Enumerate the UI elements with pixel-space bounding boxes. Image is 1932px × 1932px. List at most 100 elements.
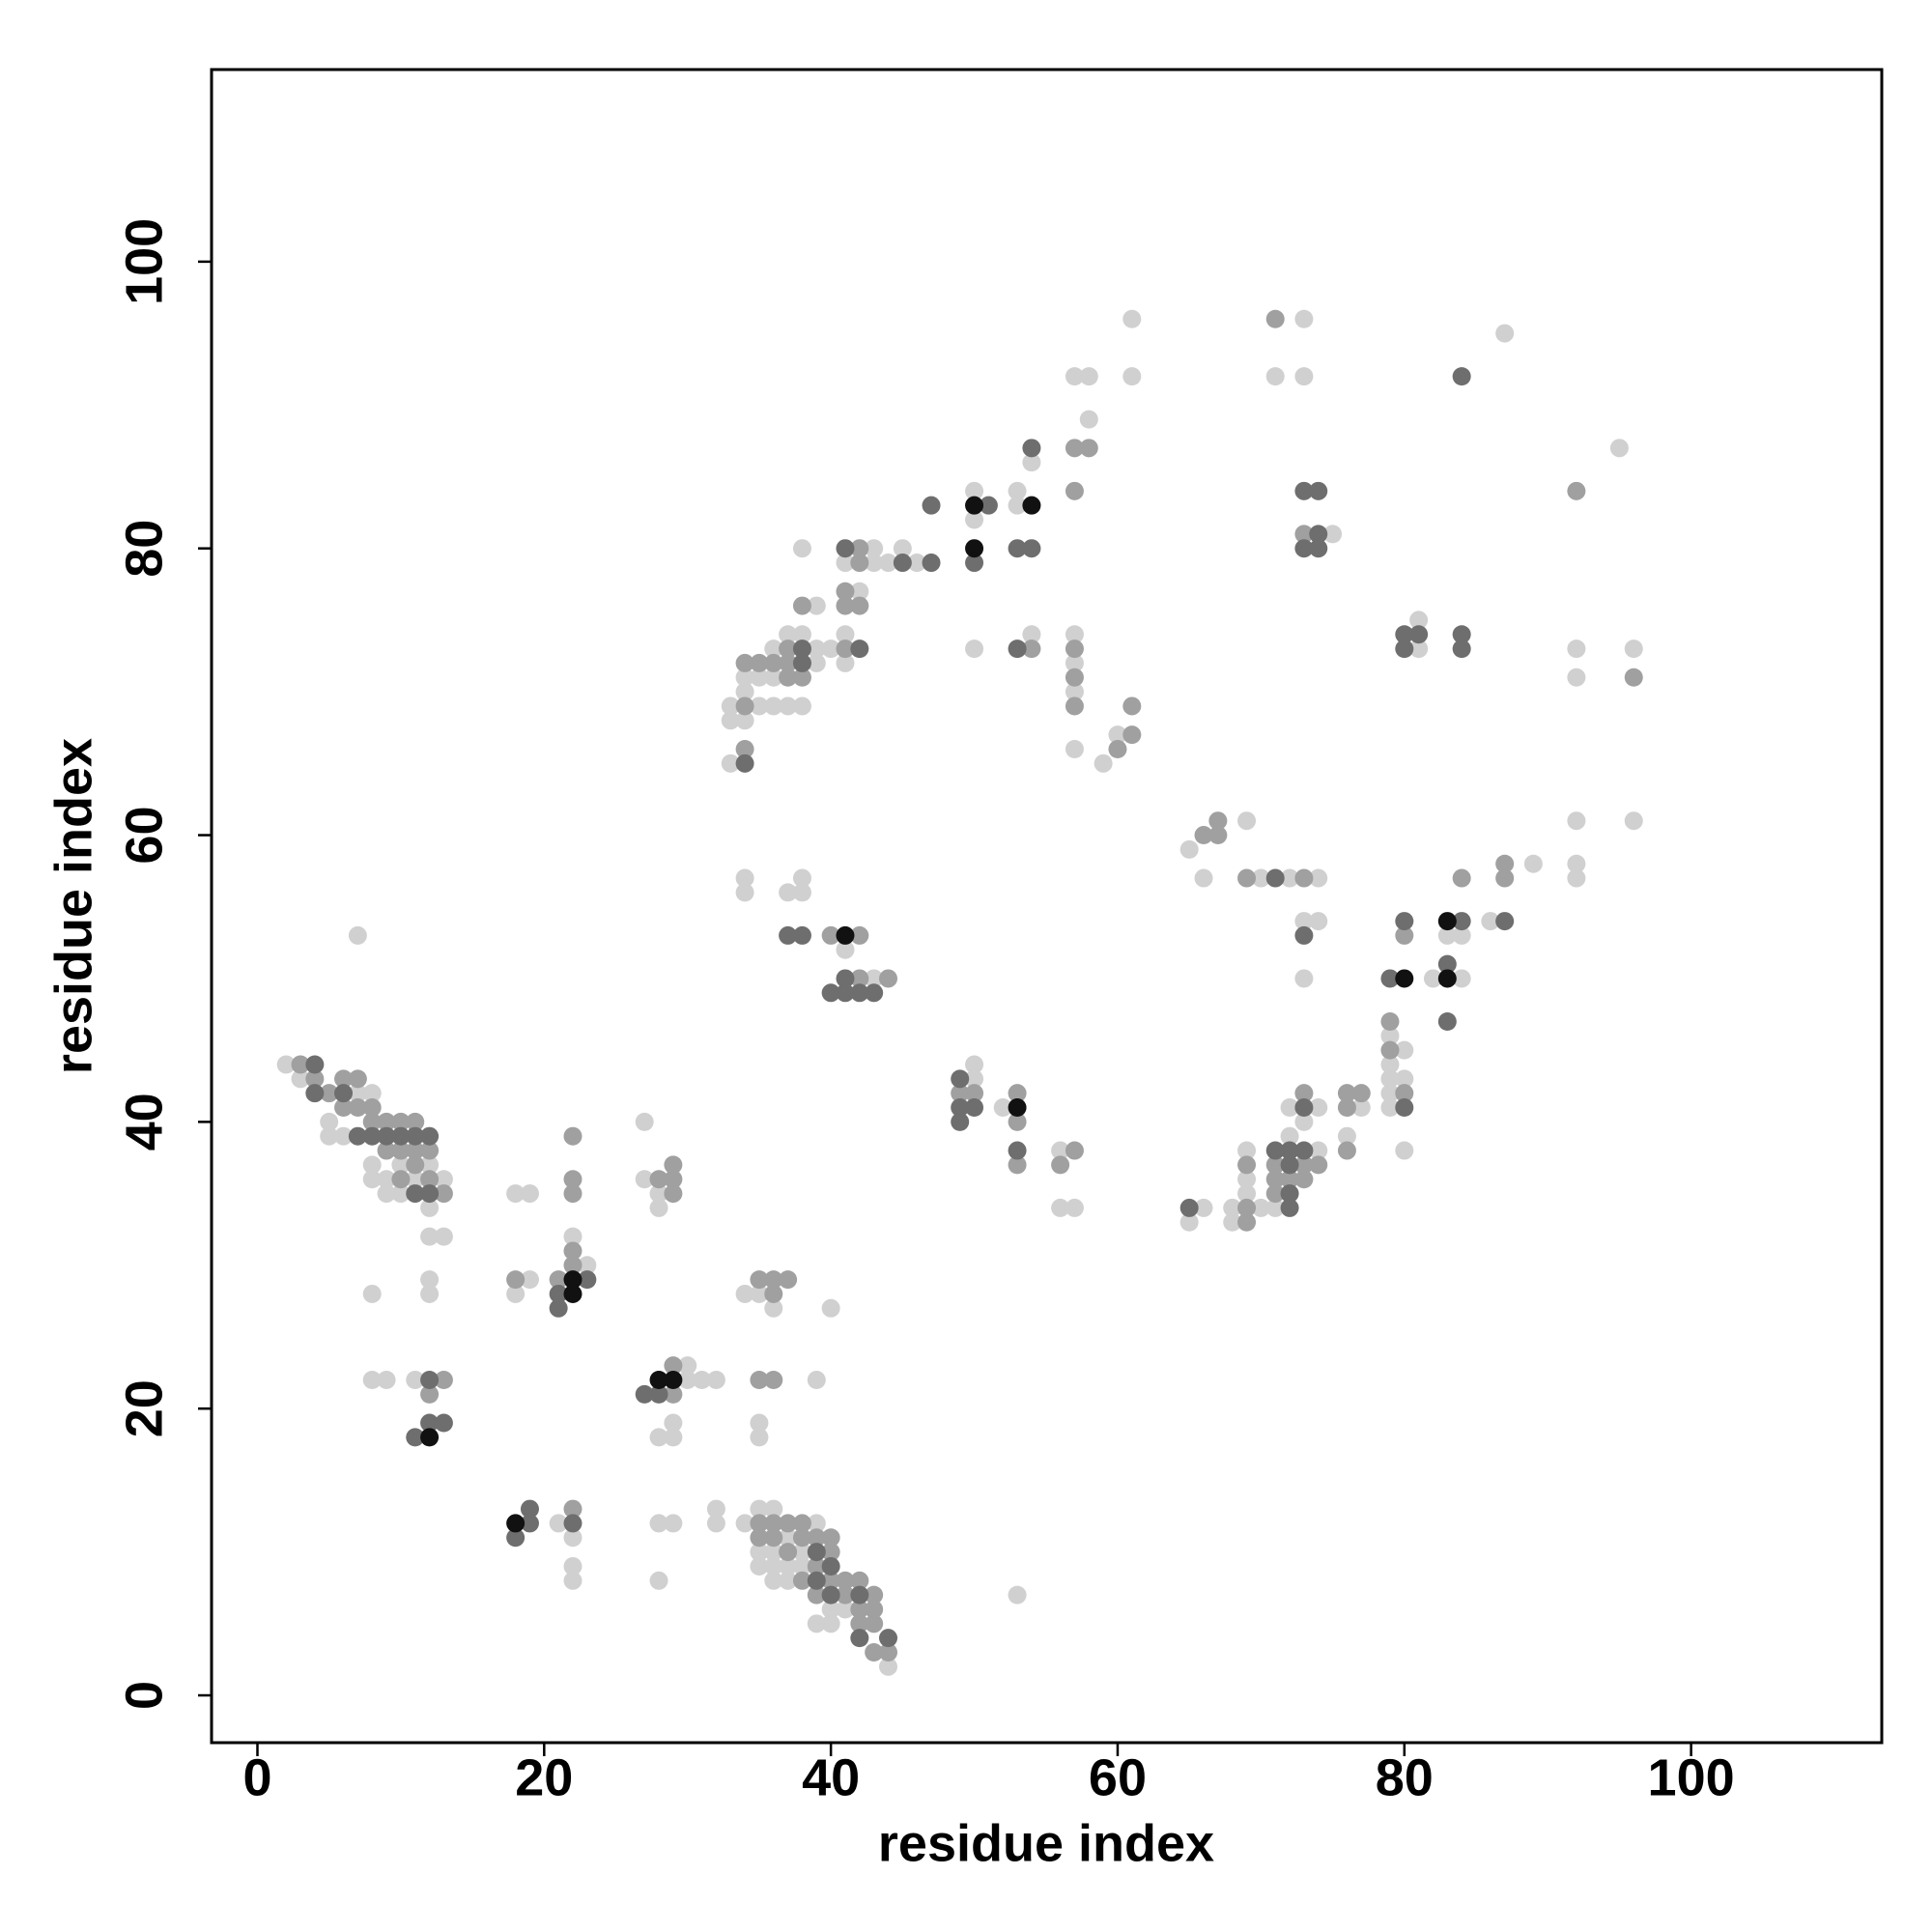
point (291, 1055, 310, 1074)
point (1294, 367, 1314, 386)
point (549, 1514, 568, 1533)
point (1395, 1141, 1414, 1160)
point (879, 1642, 898, 1662)
point (1309, 1098, 1328, 1118)
point (965, 481, 984, 500)
point (1395, 1084, 1414, 1103)
point (735, 1514, 754, 1533)
point (1624, 811, 1643, 831)
point (664, 1356, 683, 1376)
point (434, 1413, 453, 1433)
point (1065, 682, 1084, 701)
point (520, 1499, 539, 1519)
point (406, 1155, 425, 1175)
point (965, 639, 984, 659)
point (1337, 1084, 1356, 1103)
point (678, 1356, 697, 1376)
point (1122, 309, 1142, 328)
point (706, 1499, 725, 1519)
point (750, 1556, 769, 1576)
y-tick-label: 100 (115, 218, 173, 305)
point (850, 639, 869, 659)
point (520, 1514, 539, 1533)
point (836, 983, 855, 1003)
point (1008, 1098, 1027, 1118)
point (1265, 367, 1285, 386)
point (1337, 1098, 1356, 1118)
point (792, 925, 811, 945)
point (1437, 1011, 1457, 1031)
x-axis-title: residue index (878, 1814, 1214, 1872)
point (305, 1055, 325, 1074)
point (922, 496, 941, 515)
point (836, 596, 855, 615)
point (865, 1585, 884, 1605)
point (865, 983, 884, 1003)
point (893, 539, 912, 558)
point (563, 1241, 582, 1261)
point (951, 1112, 970, 1131)
point-series (291, 309, 1643, 1662)
point (792, 639, 811, 659)
point (865, 539, 884, 558)
point (348, 1084, 367, 1103)
point (821, 925, 840, 945)
point (979, 496, 998, 515)
point (420, 1184, 440, 1204)
point (664, 1428, 683, 1447)
point (1309, 481, 1328, 500)
point (334, 1126, 354, 1146)
point (563, 1270, 582, 1290)
point (1051, 1141, 1070, 1160)
point (362, 1112, 382, 1131)
point (1194, 826, 1213, 845)
point (1194, 868, 1213, 888)
plot-frame (210, 68, 1884, 1745)
point (1022, 625, 1041, 644)
point (1294, 1098, 1314, 1118)
point (664, 1155, 683, 1175)
point (1437, 925, 1457, 945)
point (821, 639, 840, 659)
point (1567, 811, 1586, 831)
point (635, 1170, 654, 1189)
point (1079, 367, 1098, 386)
point (664, 1384, 683, 1404)
point (1008, 639, 1027, 659)
y-tick-label: 0 (115, 1681, 173, 1710)
point (506, 1514, 526, 1533)
point (1065, 625, 1084, 644)
point (865, 1614, 884, 1634)
point (764, 1270, 783, 1290)
point (750, 668, 769, 687)
point (520, 1184, 539, 1204)
point (362, 1284, 382, 1303)
point (1495, 912, 1515, 931)
point (706, 1371, 725, 1390)
point (391, 1184, 411, 1204)
point (563, 1256, 582, 1275)
point (362, 1371, 382, 1390)
point (850, 1585, 869, 1605)
point (348, 1069, 367, 1089)
point (750, 1514, 769, 1533)
point (792, 653, 811, 672)
point (434, 1371, 453, 1390)
point (807, 1614, 826, 1634)
point (735, 653, 754, 672)
point (965, 1084, 984, 1103)
point (1065, 696, 1084, 716)
point (664, 1413, 683, 1433)
point (951, 1084, 970, 1103)
point (1294, 539, 1314, 558)
point (735, 1284, 754, 1303)
point (391, 1141, 411, 1160)
point (664, 1514, 683, 1533)
point (635, 1112, 654, 1131)
point (792, 625, 811, 644)
point (406, 1371, 425, 1390)
point (965, 496, 984, 515)
point (1237, 811, 1257, 831)
point (1395, 1098, 1414, 1118)
point (420, 1413, 440, 1433)
